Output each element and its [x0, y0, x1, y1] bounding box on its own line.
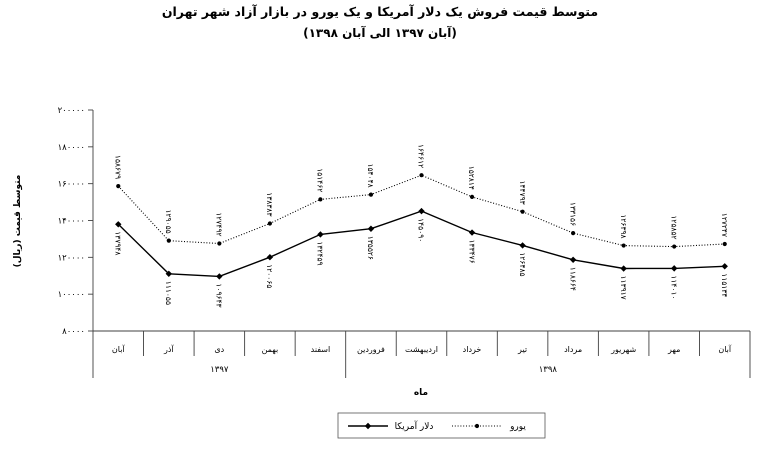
series-0-data-label: ۱۲۰۰۶۵ [265, 264, 274, 288]
series-1-point [722, 241, 727, 247]
series-1-data-label: ۱۳۸۳۸۳ [265, 192, 274, 216]
y-tick-label: ۱۴۰۰۰۰ [58, 217, 85, 227]
series-0-data-label: ۱۱۴۰۱۰ [669, 275, 678, 299]
y-tick-label: ۱۰۰۰۰۰ [58, 290, 85, 300]
series-0-point [115, 221, 122, 228]
x-tick-label: مهر [667, 345, 680, 354]
y-tick-label: ۱۸۰۰۰۰ [58, 143, 85, 153]
legend-item-dollar: دلار آمریکا [348, 420, 433, 432]
series-0-point [165, 270, 173, 278]
series-1-data-label: ۱۳۳۱۵۶ [568, 202, 577, 226]
series-0: ۱۳۷۹۴۸ ۱۱۱۰۵۵ ۱۰۹۶۴۳ ۱۲۰۰۶۵ ۱۳۲۴۵۹ ۱۳۵۵۲۶ ۱۴۵۰… [113, 207, 729, 308]
series-1-data-label: ۱۴۴۷۹۳ [518, 181, 527, 205]
series-0-data-label: ۱۴۵۰۹۰ [417, 218, 426, 242]
series-0-data-label: ۱۳۲۴۵۹ [316, 241, 325, 265]
series-0-point [670, 265, 678, 272]
x-tick-label: فروردین [357, 345, 385, 354]
x-tick-label: اسفند [311, 345, 331, 354]
series-1-data-label: ۱۲۷۲۴۷ [720, 213, 729, 237]
series-1-point [520, 209, 525, 214]
series-0-point [418, 207, 425, 215]
x-tick-label: آذر [163, 344, 174, 354]
series-0-point [569, 256, 577, 263]
x-tick-label: دی [214, 345, 224, 354]
series-0-point [721, 263, 728, 270]
x-tick-label: مرداد [564, 345, 582, 354]
series-0-point [216, 273, 223, 280]
series-1-point [368, 192, 374, 197]
series-1-point [267, 221, 272, 226]
x-tick-label: تیر [517, 345, 527, 354]
series-1-data-label: ۱۲۷۴۹۲ [215, 212, 224, 236]
series-1-point [469, 194, 475, 200]
x-tick-label: آبان [718, 344, 732, 354]
chart-subtitle: (آبان ۱۳۹۷ الی آبان ۱۳۹۸) [303, 25, 457, 40]
series-0-data-label: ۱۰۹۶۴۳ [215, 283, 224, 307]
series-0-point [620, 265, 627, 272]
y-tick-label: ۱۲۰۰۰۰ [58, 253, 85, 263]
series-1-point [116, 183, 121, 189]
y-tick-label: ۱۶۰۰۰۰ [58, 180, 85, 190]
series-1-data-label: ۱۵۱۴۶۲ [316, 168, 325, 192]
x-axis-title: ماه [414, 388, 428, 398]
series-0-data-label: ۱۱۸۶۶۴ [568, 267, 577, 291]
series-0-data-label: ۱۱۳۹۱۷ [619, 276, 628, 300]
series-1-point [621, 243, 626, 248]
series-0-data-label: ۱۳۳۴۷۶ [467, 240, 476, 264]
series-0-point [266, 254, 274, 261]
series-1-data-label: ۱۲۹۰۵۵ [164, 209, 173, 233]
series-1-data-label: ۱۶۴۶۱۲ [417, 144, 426, 168]
chart-title: متوسط قیمت فروش یک دلار آمریکا و یک یورو… [162, 4, 598, 19]
series-1-point [217, 241, 222, 246]
series-1-data-label: ۱۲۶۳۹۸ [619, 214, 628, 238]
series-1-point [571, 231, 576, 236]
x-group-label: ۱۳۹۷ [210, 365, 229, 375]
series-1-point [318, 197, 323, 202]
x-tick-label: شهریور [610, 345, 636, 354]
y-tick-label: ۸۰۰۰۰ [62, 327, 85, 337]
series-0-data-label: ۱۱۵۱۳۴ [720, 273, 729, 297]
series-1-data-label: ۱۲۵۸۵۲ [669, 215, 678, 239]
series-0-point [367, 225, 375, 232]
series-1: ۱۵۸۶۷۹ ۱۲۹۰۵۵ ۱۲۷۴۹۲ ۱۳۸۳۸۳ ۱۵۱۴۶۲ ۱۵۴۰۴۸ ۱۶۴۶… [113, 144, 729, 249]
series-1-data-label: ۱۵۲۸۱۴ [467, 166, 476, 190]
series-1-point [672, 244, 677, 249]
x-tick-label: خرداد [463, 345, 482, 354]
y-axis-title: متوسط قیمت (ریال) [13, 175, 23, 268]
series-0-data-label: ۱۲۶۴۸۵ [518, 252, 527, 276]
series-0-point [519, 242, 526, 249]
axes: ۸۰۰۰۰ ۱۰۰۰۰۰ ۱۲۰۰۰۰ ۱۴۰۰۰۰ ۱۶۰۰۰۰ ۱۸۰۰۰۰ ۲۰۰۰۰… [58, 106, 751, 378]
y-tick-label: ۲۰۰۰۰۰ [58, 106, 85, 116]
legend-circle-marker-icon [474, 423, 480, 429]
series-1-data-label: ۱۵۴۰۴۸ [366, 163, 375, 187]
x-tick-label: بهمن [262, 345, 279, 354]
plot-area: ۸۰۰۰۰ ۱۰۰۰۰۰ ۱۲۰۰۰۰ ۱۴۰۰۰۰ ۱۶۰۰۰۰ ۱۸۰۰۰۰ ۲۰۰۰۰… [58, 106, 751, 378]
series-0-data-label: ۱۱۱۰۵۵ [164, 281, 173, 305]
series-1-point [166, 238, 171, 243]
series-0-point [468, 229, 476, 236]
legend-item-euro: یورو [452, 422, 526, 432]
legend-label-euro: یورو [509, 422, 526, 432]
legend-diamond-marker-icon [364, 422, 372, 430]
series-0-data-label: ۱۳۷۹۴۸ [113, 231, 122, 255]
x-group-label: ۱۳۹۸ [539, 365, 558, 375]
series-1-data-label: ۱۵۸۶۷۹ [113, 155, 122, 179]
legend: دلار آمریکا یورو [337, 412, 546, 439]
series-0-point [317, 231, 324, 238]
x-tick-label: آبان [112, 344, 126, 354]
series-1-point [419, 173, 424, 178]
x-tick-label: اردیبهشت [405, 345, 438, 354]
series-0-data-label: ۱۳۵۵۲۶ [366, 236, 375, 260]
legend-label-dollar: دلار آمریکا [395, 420, 434, 432]
